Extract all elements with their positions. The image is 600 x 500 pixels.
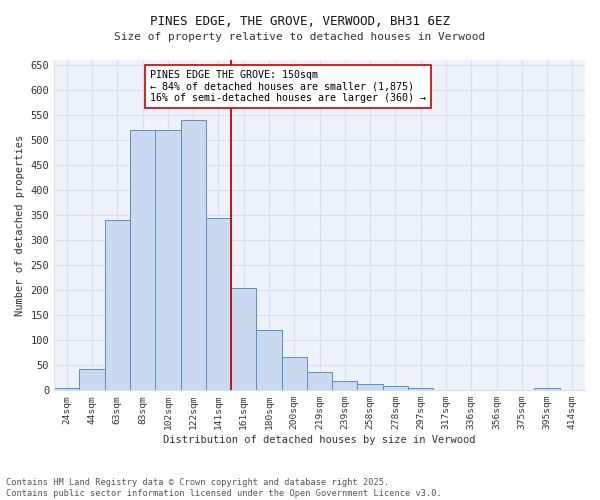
Bar: [535, 388, 560, 390]
Bar: [231, 288, 256, 390]
Bar: [383, 386, 408, 390]
Bar: [281, 356, 307, 390]
Bar: [307, 372, 332, 390]
Bar: [79, 369, 105, 390]
Text: PINES EDGE, THE GROVE, VERWOOD, BH31 6EZ: PINES EDGE, THE GROVE, VERWOOD, BH31 6EZ: [150, 15, 450, 28]
Bar: [105, 220, 130, 390]
Bar: [206, 218, 231, 390]
Bar: [130, 130, 155, 390]
Bar: [181, 120, 206, 390]
Bar: [332, 381, 358, 390]
Bar: [358, 384, 383, 390]
Bar: [408, 388, 433, 390]
Text: PINES EDGE THE GROVE: 150sqm
← 84% of detached houses are smaller (1,875)
16% of: PINES EDGE THE GROVE: 150sqm ← 84% of de…: [150, 70, 426, 103]
X-axis label: Distribution of detached houses by size in Verwood: Distribution of detached houses by size …: [163, 435, 476, 445]
Text: Size of property relative to detached houses in Verwood: Size of property relative to detached ho…: [115, 32, 485, 42]
Text: Contains HM Land Registry data © Crown copyright and database right 2025.
Contai: Contains HM Land Registry data © Crown c…: [6, 478, 442, 498]
Bar: [256, 330, 281, 390]
Y-axis label: Number of detached properties: Number of detached properties: [15, 134, 25, 316]
Bar: [155, 130, 181, 390]
Bar: [54, 388, 79, 390]
